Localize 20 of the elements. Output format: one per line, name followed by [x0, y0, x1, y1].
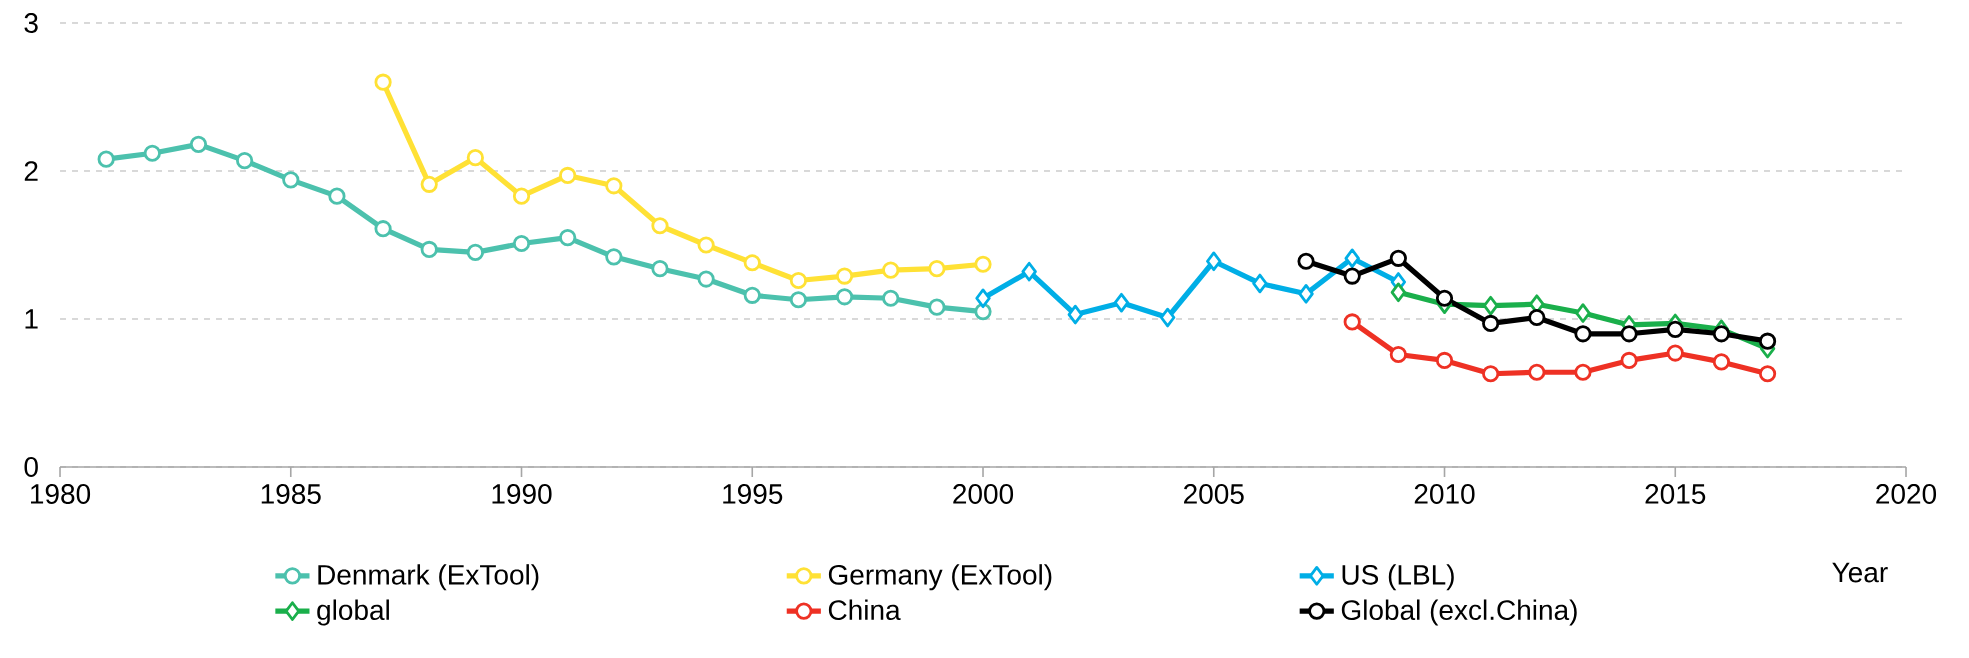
- legend-label: Denmark (ExTool): [318, 564, 539, 591]
- x-tick-label: 2000: [953, 484, 1014, 504]
- x-tick-label: 2015: [1645, 484, 1706, 504]
- legend-label: Germany (ExTool): [828, 564, 1052, 591]
- x-tick-label: 2020: [1876, 484, 1937, 504]
- legend-label: Global (excl.China): [1341, 599, 1577, 626]
- y-tick-label: 3: [24, 13, 38, 33]
- legend-label: global: [317, 599, 389, 626]
- x-tick-label: 1985: [261, 484, 321, 504]
- x-tick-label: 1995: [723, 484, 783, 504]
- y-tick-label: 2: [24, 161, 38, 181]
- y-tick-label: 0: [24, 457, 38, 477]
- x-tick-label: 1990: [492, 484, 552, 504]
- legend-label: China: [828, 599, 901, 621]
- x-tick-label: 2010: [1414, 484, 1475, 504]
- legend-label: US (LBL): [1342, 564, 1454, 591]
- x-tick-label: 2005: [1184, 484, 1244, 504]
- x-axis-title: Year: [1832, 562, 1888, 583]
- y-tick-label: 1: [25, 309, 38, 329]
- x-tick-label: 1980: [31, 484, 91, 504]
